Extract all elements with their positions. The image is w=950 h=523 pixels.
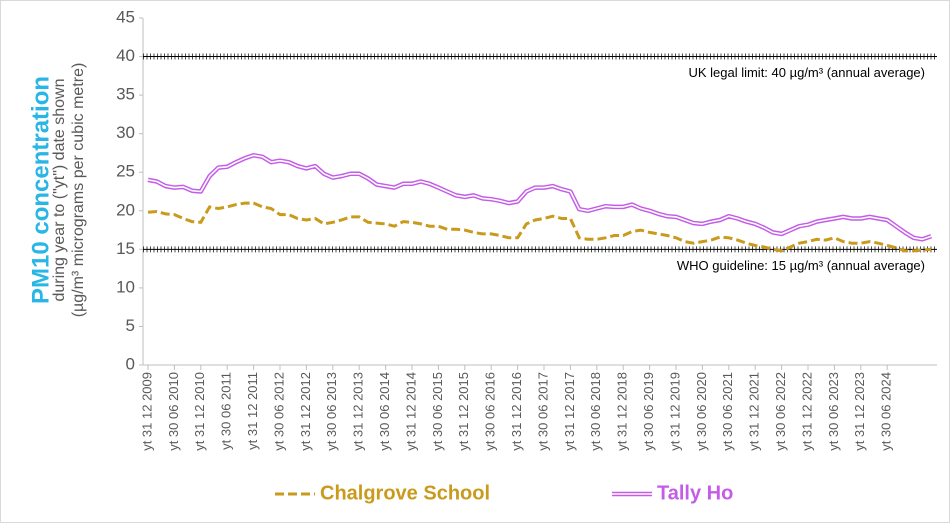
reference-label: WHO guideline: 15 µg/m³ (annual average): [677, 258, 925, 273]
series-line-inner: [147, 154, 932, 241]
x-tick-label: yt 30 06 2014: [377, 372, 392, 451]
x-tick-label: yt 30 06 2023: [826, 372, 841, 451]
x-tick-label: yt 30 06 2011: [219, 372, 234, 450]
x-tick-label: yt 31 12 2019: [667, 372, 682, 451]
x-tick-label: yt 31 12 2009: [139, 372, 154, 451]
y-tick-label: 30: [116, 123, 135, 142]
x-tick-label: yt 31 12 2021: [747, 372, 762, 451]
reference-label: UK legal limit: 40 µg/m³ (annual average…: [688, 65, 925, 80]
x-tick-label: yt 30 06 2022: [773, 372, 788, 451]
legend-label: Chalgrove School: [320, 482, 490, 504]
x-tick-label: yt 30 06 2016: [483, 372, 498, 451]
x-tick-label: yt 30 06 2020: [694, 372, 709, 451]
x-tick-label: yt 31 12 2014: [403, 372, 418, 451]
x-tick-label: yt 30 06 2017: [535, 372, 550, 451]
y-axis-label: during year to ("yt") date shown: [51, 78, 68, 301]
y-tick-label: 15: [116, 239, 135, 258]
x-tick-label: yt 30 06 2012: [271, 372, 286, 451]
x-tick-label: yt 31 12 2011: [245, 372, 260, 450]
x-tick-label: yt 30 06 2024: [879, 372, 894, 451]
x-tick-label: yt 31 12 2012: [298, 372, 313, 451]
x-tick-label: yt 30 06 2013: [324, 372, 339, 451]
x-tick-label: yt 30 06 2018: [588, 372, 603, 451]
y-axis-label: PM10 concentration: [27, 76, 54, 304]
y-tick-label: 5: [126, 316, 135, 335]
x-tick-label: yt 31 12 2013: [351, 372, 366, 451]
x-tick-label: yt 31 12 2017: [562, 372, 577, 451]
y-tick-label: 25: [116, 162, 135, 181]
x-tick-label: yt 30 06 2015: [430, 372, 445, 451]
y-tick-label: 45: [116, 7, 135, 26]
series-line: [147, 201, 932, 253]
x-tick-label: yt 30 06 2019: [641, 372, 656, 451]
x-tick-label: yt 30 06 2010: [166, 372, 181, 451]
legend-label: Tally Ho: [657, 482, 733, 504]
x-tick-label: yt 31 12 2015: [456, 372, 471, 451]
x-tick-label: yt 31 12 2010: [192, 372, 207, 451]
x-tick-label: yt 31 12 2016: [509, 372, 524, 451]
x-tick-label: yt 31 12 2018: [615, 372, 630, 451]
x-tick-label: yt 31 12 2023: [852, 372, 867, 451]
y-tick-label: 0: [126, 354, 135, 373]
y-tick-label: 10: [116, 277, 135, 296]
x-tick-label: yt 31 12 2022: [799, 372, 814, 451]
y-tick-label: 40: [116, 46, 135, 65]
x-tick-label: yt 30 06 2021: [720, 372, 735, 451]
y-tick-label: 20: [116, 200, 135, 219]
y-tick-label: 35: [116, 85, 135, 104]
y-axis-label: (µg/m³ micrograms per cubic metre): [70, 63, 87, 318]
